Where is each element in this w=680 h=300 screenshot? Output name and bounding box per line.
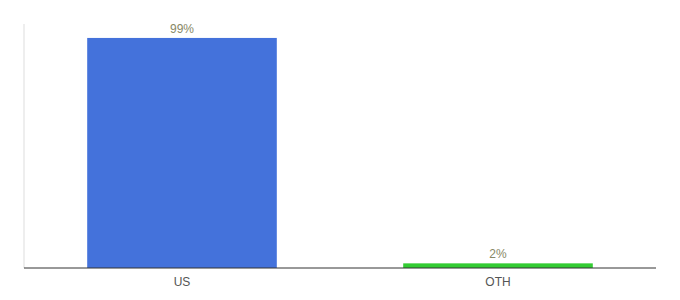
bar [403,263,593,268]
data-label: 99% [170,22,194,36]
x-axis-line [24,268,656,269]
x-tick-label: OTH [485,275,510,289]
chart: US OTH 99% 2% [0,0,680,300]
bar [87,38,277,268]
data-label: 2% [489,247,507,261]
chart-container: US OTH 99% 2% [0,0,680,300]
y-axis-line [24,24,25,268]
bars [87,38,593,268]
x-tick-label: US [174,275,191,289]
